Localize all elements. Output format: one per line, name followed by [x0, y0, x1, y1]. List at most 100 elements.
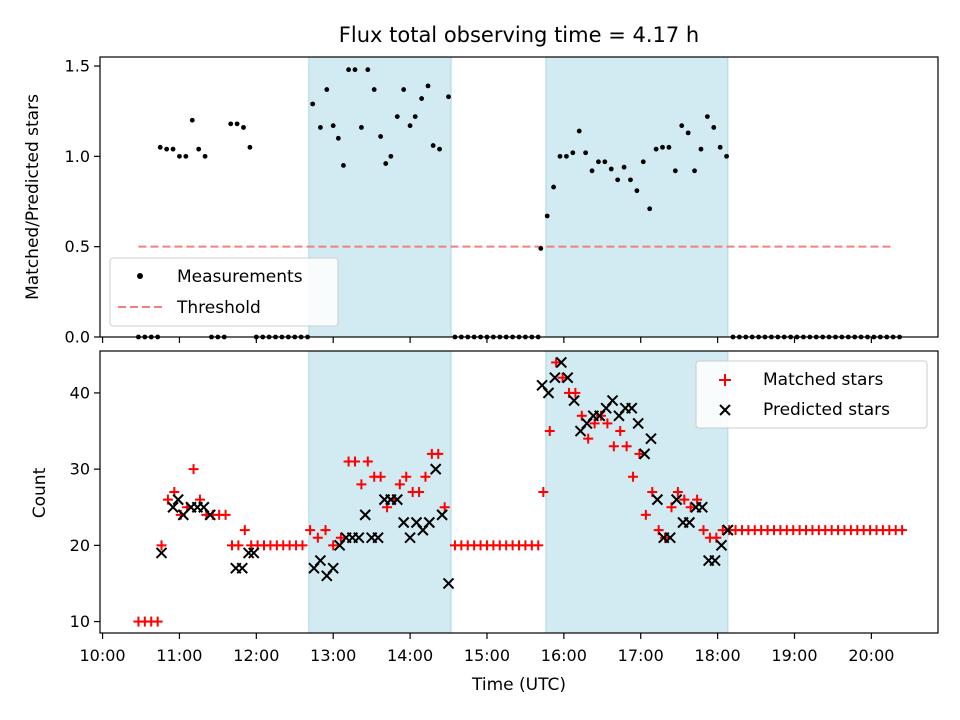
matched-star-point	[679, 494, 690, 505]
measurement-point	[310, 101, 316, 107]
top-x-ticks	[101, 337, 872, 343]
matched-star-point	[628, 471, 639, 482]
measurement-point	[247, 144, 253, 150]
y-tick-label: 20	[70, 536, 90, 555]
measurement-point	[241, 125, 246, 130]
x-tick-label: 12:00	[233, 646, 279, 665]
predicted-star-point	[391, 493, 403, 506]
measurement-point	[564, 153, 569, 159]
matched-star-point	[621, 441, 632, 452]
matched-star-point	[152, 616, 163, 627]
measurement-point	[170, 146, 176, 152]
predicted-star-point	[696, 501, 708, 513]
matched-star-point	[312, 532, 323, 543]
top-legend-box	[109, 257, 339, 327]
predicted-star-point	[372, 532, 384, 544]
top-panel: 0.0 0.5 1.0 1.5 Matched/Predicted stars Mea…	[23, 56, 939, 347]
measurement-point	[371, 87, 377, 92]
predicted-star-point	[423, 516, 436, 529]
y-tick-label: 1.0	[65, 147, 90, 166]
measurement-point	[608, 166, 614, 172]
measurement-point	[365, 67, 371, 73]
matched-star-point	[233, 540, 244, 551]
legend-threshold-label: Threshold	[176, 298, 261, 318]
measurement-point	[446, 94, 451, 100]
matched-star-point	[538, 487, 549, 497]
measurement-point	[551, 184, 556, 190]
predicted-star-point	[404, 532, 416, 544]
measurement-point	[401, 87, 407, 92]
measurement-point	[615, 177, 621, 183]
matched-star-point	[356, 479, 367, 490]
matched-star-point	[239, 525, 250, 536]
matched-star-point	[551, 357, 562, 368]
predicted-star-point	[651, 493, 664, 506]
matched-star-point	[349, 456, 360, 467]
matched-star-point	[305, 525, 316, 536]
measurement-point	[602, 159, 608, 165]
measurement-point	[196, 146, 202, 152]
top-y-axis-label: Matched/Predicted stars	[23, 94, 43, 300]
predicted-star-point	[683, 516, 696, 529]
measurement-point	[692, 168, 697, 174]
matched-star-point	[634, 448, 645, 459]
measurement-point	[570, 150, 576, 156]
measurement-point	[419, 96, 425, 101]
matched-star-point	[375, 471, 386, 482]
top-axes-frame	[99, 56, 939, 338]
predicted-star-point	[626, 402, 638, 414]
predicted-star-point	[606, 394, 619, 407]
predicted-star-point	[353, 532, 365, 544]
top-legend: Measurements Threshold	[109, 257, 339, 327]
x-tick-label: 13:00	[310, 646, 356, 665]
measurement-point	[717, 144, 723, 150]
predicted-star-point	[715, 539, 728, 552]
measurement-point	[685, 130, 691, 136]
measurement-point	[394, 114, 400, 120]
measurement-point	[583, 150, 589, 156]
predicted-star-point	[442, 577, 455, 590]
y-tick-label: 0.0	[65, 328, 90, 347]
matched-star-point	[672, 487, 683, 497]
matched-star-point	[557, 372, 568, 383]
measurement-point	[202, 153, 208, 159]
measurement-point	[407, 123, 413, 129]
measurement-point	[704, 114, 710, 120]
y-tick-label: 1.5	[65, 57, 90, 76]
measurement-point	[640, 159, 646, 165]
matched-star-point	[583, 433, 594, 444]
measurement-point	[437, 146, 442, 152]
measurement-point	[576, 128, 582, 134]
measurement-point	[538, 246, 544, 251]
matched-star-point	[698, 525, 709, 536]
matched-star-point	[362, 456, 373, 467]
measurement-point	[234, 121, 240, 127]
legend-measurements-label: Measurements	[177, 267, 303, 287]
measurement-point	[596, 159, 601, 165]
matched-star-point	[297, 540, 308, 551]
legend-predicted-label: Predicted stars	[763, 400, 890, 420]
bottom-y-ticks: 10 20 30 40	[70, 383, 100, 631]
measurement-point	[388, 153, 394, 159]
bottom-legend-box	[695, 360, 928, 429]
bottom-shaded-intervals	[308, 350, 729, 634]
measurement-point	[335, 135, 341, 141]
measurement-point	[157, 144, 163, 150]
predicted-star-point	[664, 532, 676, 544]
predicted-star-point	[561, 371, 574, 384]
y-tick-label: 0.5	[65, 237, 90, 256]
matched-star-point	[544, 426, 555, 437]
predicted-star-point	[645, 432, 657, 445]
measurement-point	[647, 206, 653, 212]
predicted-star-point	[568, 394, 580, 407]
measurements-points	[136, 67, 902, 340]
bottom-axes-frame	[99, 350, 939, 634]
matched-star-point	[608, 441, 619, 452]
x-tick-label: 15:00	[464, 646, 510, 665]
measurement-point	[228, 121, 234, 127]
predicted-star-point	[632, 417, 644, 430]
matched-star-point	[640, 509, 651, 520]
predicted-star-point	[242, 547, 255, 559]
